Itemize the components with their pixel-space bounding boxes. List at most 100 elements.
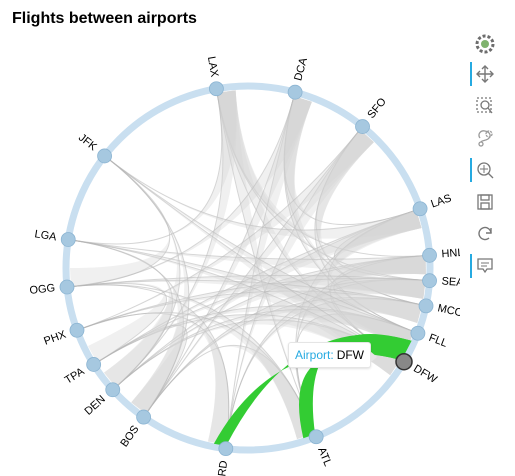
- chord-ribbon: [145, 279, 426, 414]
- chord-ribbon: [70, 96, 312, 287]
- chord-edge: [70, 284, 230, 445]
- node-las[interactable]: [412, 201, 428, 217]
- chord-ribbon: [217, 90, 315, 434]
- box-zoom-icon[interactable]: [470, 92, 500, 120]
- chord-ribbon: [97, 210, 422, 363]
- chord-ribbon: [97, 323, 188, 414]
- chord-ribbon: [70, 275, 426, 299]
- chord-ribbon: [97, 255, 426, 363]
- node-lga[interactable]: [60, 232, 76, 247]
- chord-ribbon: [72, 240, 426, 275]
- node-tpa[interactable]: [86, 357, 102, 372]
- chord-ribbon: [316, 129, 423, 306]
- node-sfo[interactable]: [355, 119, 370, 134]
- chord-ribbon: [103, 158, 180, 388]
- chord-ribbon: [115, 210, 422, 388]
- reset-icon[interactable]: [470, 220, 500, 248]
- node-label-jfk: JFK: [76, 132, 99, 154]
- node-label-ogg: OGG: [29, 282, 56, 297]
- chord-ribbon: [226, 298, 423, 445]
- lasso-select-icon[interactable]: [470, 124, 500, 152]
- chord-ribbon: [70, 283, 167, 363]
- node-label-atl: ATL: [315, 446, 333, 468]
- node-label-sea: SEA: [441, 275, 460, 289]
- chord-ribbon: [70, 158, 170, 287]
- chord-edge: [225, 129, 361, 445]
- chord-ribbon: [80, 129, 374, 329]
- node-mco[interactable]: [418, 298, 434, 314]
- chord-ribbon: [80, 313, 229, 445]
- chord-edge: [115, 255, 426, 388]
- chord-ribbon: [314, 129, 415, 332]
- chord-ribbon: [115, 255, 426, 388]
- node-label-sfo: SFO: [365, 95, 389, 120]
- chord-ribbon: [70, 284, 229, 445]
- chord-edge: [115, 209, 417, 388]
- chart-title: Flights between airports: [12, 10, 197, 27]
- outer-ring: [62, 82, 434, 454]
- chord-ribbon: [97, 314, 401, 376]
- node-phx[interactable]: [69, 322, 85, 338]
- chord-edge: [96, 209, 417, 363]
- node-label-bos: BOS: [118, 423, 141, 449]
- node-dca[interactable]: [287, 84, 303, 100]
- chord-ribbon: [145, 345, 315, 440]
- node-label-hnl: HNL: [441, 247, 460, 261]
- wheel-zoom-icon[interactable]: [470, 156, 500, 184]
- chord-edge: [145, 95, 295, 415]
- chord-ribbon: [334, 210, 426, 281]
- chord-ribbon: [328, 210, 422, 360]
- node-hnl[interactable]: [422, 247, 437, 263]
- bokeh-logo-icon[interactable]: [470, 30, 500, 58]
- node-den[interactable]: [105, 382, 121, 398]
- chord-ribbon: [333, 278, 426, 332]
- node-label-lax: LAX: [205, 55, 221, 78]
- chord-edge: [225, 95, 295, 445]
- chord-ribbon: [217, 90, 426, 281]
- chord-ribbon: [145, 129, 374, 414]
- chord-edge: [107, 158, 181, 388]
- chord-ribbon: [284, 96, 415, 332]
- node-lax[interactable]: [208, 81, 224, 97]
- node-label-ord: ORD: [215, 460, 230, 476]
- pan-icon[interactable]: [470, 60, 500, 88]
- node-atl[interactable]: [308, 429, 324, 445]
- node-label-dfw: DFW: [411, 363, 439, 387]
- node-sea[interactable]: [422, 273, 437, 289]
- chord-ribbon: [72, 90, 237, 244]
- chord-ribbon: [97, 306, 415, 363]
- chord-diagram: LAX DCA SFO LAS HNL SEA MCO FLL DFW ATL ORD BOS DEN T…: [29, 55, 460, 476]
- hover-icon[interactable]: [470, 252, 500, 280]
- node-bos[interactable]: [136, 409, 152, 425]
- chord-edge: [80, 129, 361, 330]
- chord-edge: [107, 158, 415, 333]
- chord-ribbon: [107, 158, 422, 239]
- chord-edge: [216, 92, 316, 434]
- chord-edge: [70, 279, 423, 306]
- tooltip-label: Airport:: [295, 348, 334, 362]
- chord-ribbon: [330, 255, 426, 360]
- node-ogg[interactable]: [59, 279, 75, 295]
- node-label-fll: FLL: [427, 332, 449, 350]
- chord-ribbon: [70, 280, 423, 324]
- chord-ribbon: [115, 90, 237, 388]
- node-label-phx: PHX: [42, 328, 68, 347]
- chord-edge: [72, 92, 223, 245]
- chord-ribbon: [80, 291, 423, 329]
- chord-edge: [70, 283, 167, 363]
- node-ord[interactable]: [218, 441, 234, 457]
- chord-edge: [216, 92, 426, 281]
- chord-edge: [145, 129, 361, 415]
- node-jfk[interactable]: [97, 148, 112, 164]
- node-dfw[interactable]: [395, 352, 413, 371]
- node-label-den: DEN: [82, 393, 107, 417]
- chord-ribbon: [107, 158, 415, 349]
- chord-ribbon: [107, 158, 401, 376]
- tooltip-value: DFW: [336, 348, 365, 362]
- node-fll[interactable]: [410, 325, 426, 341]
- node-label-tpa: TPA: [63, 365, 87, 386]
- chord-ribbon: [294, 314, 415, 434]
- save-icon[interactable]: [470, 188, 500, 216]
- chord-ribbon: [284, 96, 417, 226]
- chord-edge: [80, 290, 423, 330]
